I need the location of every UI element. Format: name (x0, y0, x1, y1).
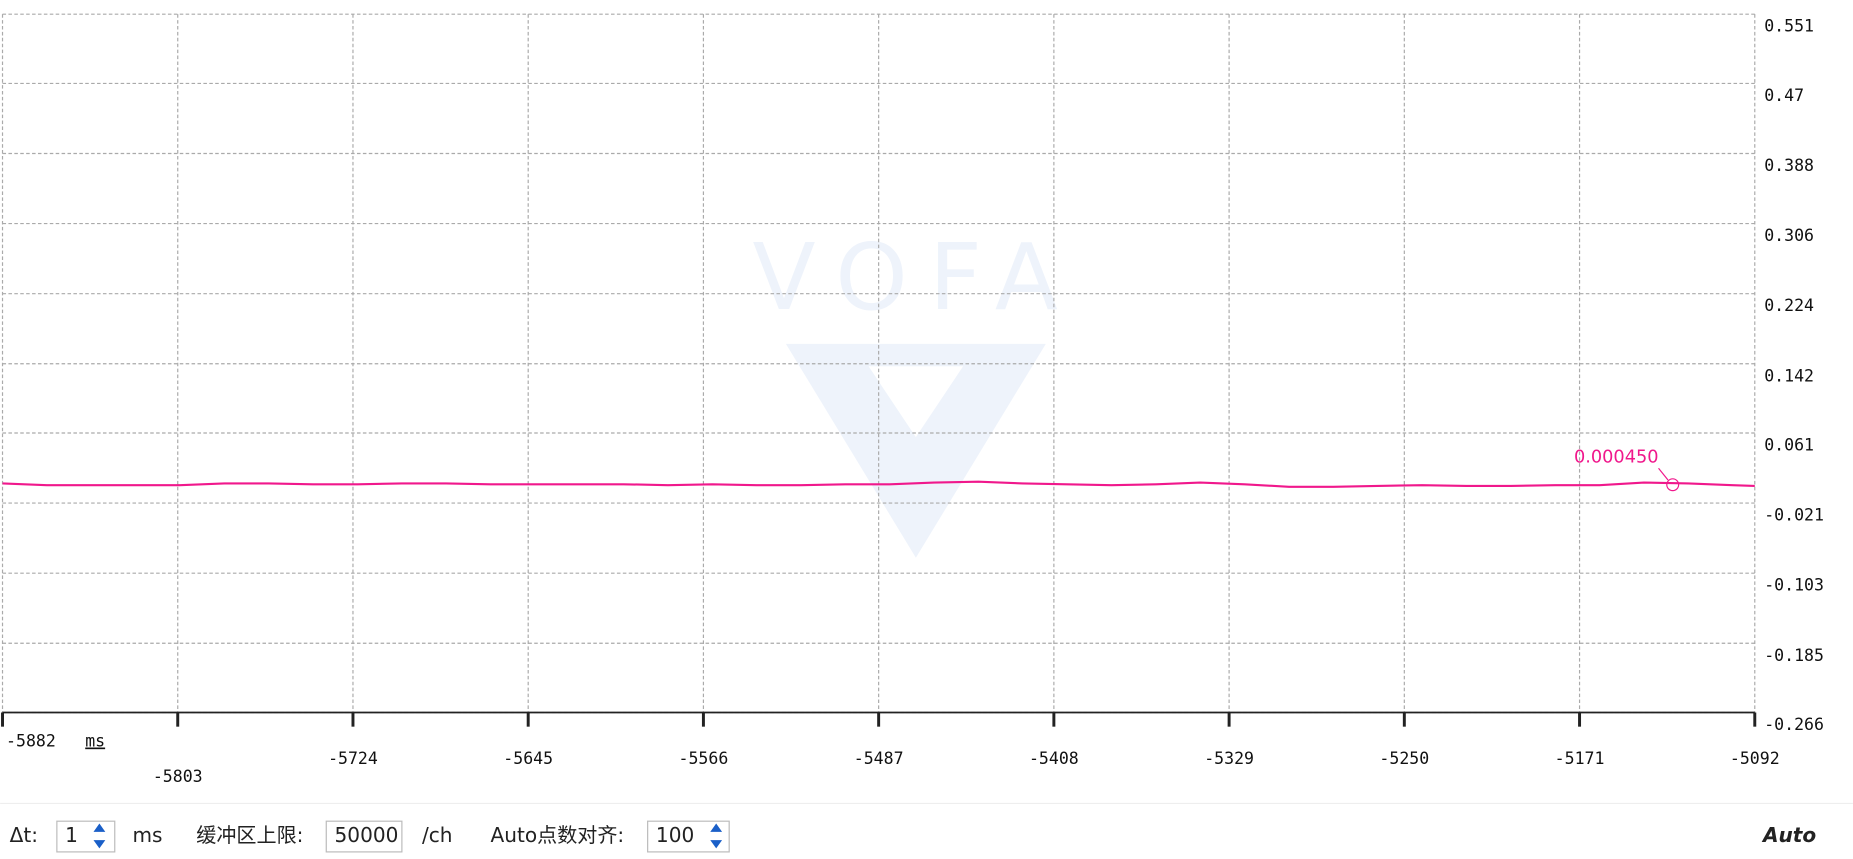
x-tick-label: -5487 (854, 749, 904, 768)
y-tick-label: 0.061 (1764, 435, 1814, 454)
buffer-input[interactable] (325, 820, 403, 853)
watermark-text: VOFA (753, 223, 1080, 331)
y-tick-label: 0.142 (1764, 366, 1814, 385)
y-tick-label: 0.306 (1764, 226, 1814, 245)
x-tick-label: -5882 (6, 732, 56, 751)
y-tick-label: -0.185 (1764, 646, 1824, 665)
dt-value[interactable]: 1 (65, 823, 78, 847)
dt-spinbox[interactable] (56, 820, 116, 853)
signal-line (2, 480, 1755, 488)
y-tick-label: -0.103 (1764, 576, 1824, 595)
cursor-label: 0.000450 (1574, 448, 1659, 468)
y-tick-label: 0.47 (1764, 86, 1804, 105)
x-tick-label: -5329 (1204, 749, 1254, 768)
y-tick-label: -0.266 (1764, 715, 1824, 734)
x-tick-label: -5250 (1379, 749, 1429, 768)
cursor-leader (1658, 467, 1669, 481)
buffer-value[interactable]: 50000 (335, 823, 399, 847)
x-tick-label: -5803 (153, 767, 203, 786)
x-tick-label: -5645 (503, 749, 553, 768)
align-value[interactable]: 100 (656, 823, 694, 847)
dt-spin-arrows[interactable] (93, 823, 106, 849)
x-tick-label: -5408 (1029, 749, 1079, 768)
y-tick-label: 0.224 (1764, 296, 1814, 315)
x-tick-label: -5171 (1555, 749, 1605, 768)
align-label: Auto点数对齐: (491, 823, 625, 847)
auto-button[interactable]: Auto (1761, 823, 1816, 847)
cursor-marker (1666, 478, 1680, 492)
y-tick-label: 0.551 (1764, 17, 1814, 36)
x-tick-label: -5566 (679, 749, 729, 768)
align-spin-arrows[interactable] (710, 823, 723, 849)
x-tick-label: -5724 (328, 749, 378, 768)
x-axis-unit: ms (85, 732, 105, 751)
dt-unit: ms (132, 823, 162, 847)
buffer-label: 缓冲区上限: (196, 823, 303, 847)
y-tick-label: 0.388 (1764, 156, 1814, 175)
dt-label: Δt: (10, 823, 38, 847)
y-tick-label: -0.021 (1764, 506, 1824, 525)
x-tick-label: -5092 (1730, 749, 1780, 768)
buffer-unit: /ch (422, 823, 453, 847)
watermark-logo (785, 343, 1046, 558)
